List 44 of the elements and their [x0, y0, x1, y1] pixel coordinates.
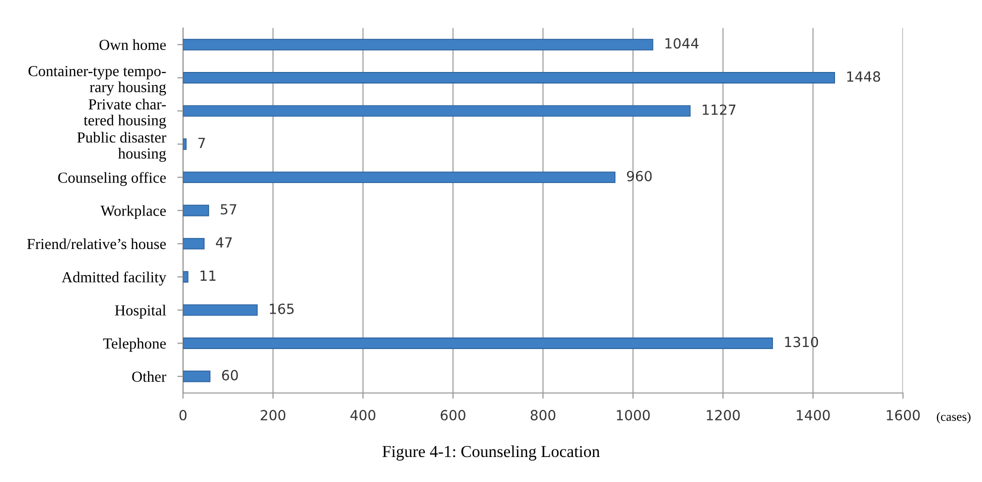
y-tick-label: Workplace	[100, 205, 166, 220]
y-tick-label: Friend/relative’s house	[27, 238, 166, 250]
x-tick-label: 1200	[706, 410, 740, 420]
data-label: 1044	[665, 38, 698, 49]
data-label: 1127	[702, 104, 736, 115]
x-tick-label: 600	[440, 410, 466, 420]
x-tick-label: 0	[179, 410, 186, 420]
data-label: 47	[216, 237, 232, 248]
x-tick-label: 1600	[886, 410, 920, 420]
bar	[183, 204, 210, 216]
y-tick-label: Counseling office	[58, 172, 166, 186]
bar	[183, 138, 187, 150]
y-tick-label: Other	[132, 371, 166, 382]
bar	[183, 271, 188, 283]
x-tick-label: 200	[260, 410, 286, 420]
x-tick-label: 1000	[616, 410, 650, 420]
bar	[183, 38, 654, 50]
data-label: 11	[200, 270, 216, 281]
bar	[183, 172, 616, 184]
y-tick-label: Hospital	[115, 304, 166, 319]
text: Figure 4-1: Counseling Location	[382, 445, 600, 461]
x-tick-label: 800	[530, 410, 556, 420]
bar	[183, 370, 210, 382]
bar	[183, 338, 773, 349]
y-tick-label: Private char- tered housing	[84, 98, 166, 129]
bar	[183, 105, 691, 117]
data-label: 57	[220, 204, 236, 215]
x-tick-label: 400	[350, 410, 376, 420]
data-label: 1448	[847, 71, 880, 82]
x-tick-label: 1400	[796, 410, 830, 420]
y-tick-label: Public disaster housing	[77, 132, 166, 162]
data-label: 1310	[785, 336, 818, 348]
data-label: 7	[198, 138, 205, 148]
y-tick-label: Telephone	[103, 338, 166, 352]
data-label: 165	[270, 304, 294, 314]
data-label: 960	[626, 170, 652, 182]
y-tick-label: Container-type tempo- rary housing	[28, 66, 166, 96]
y-tick-label: Own home	[99, 39, 166, 50]
bar	[183, 304, 258, 316]
bar	[183, 72, 836, 84]
x-axis-title: (cases)	[936, 412, 970, 424]
data-label: 60	[222, 370, 238, 380]
bar	[183, 238, 205, 250]
y-tick-label: Admitted facility	[62, 271, 166, 286]
